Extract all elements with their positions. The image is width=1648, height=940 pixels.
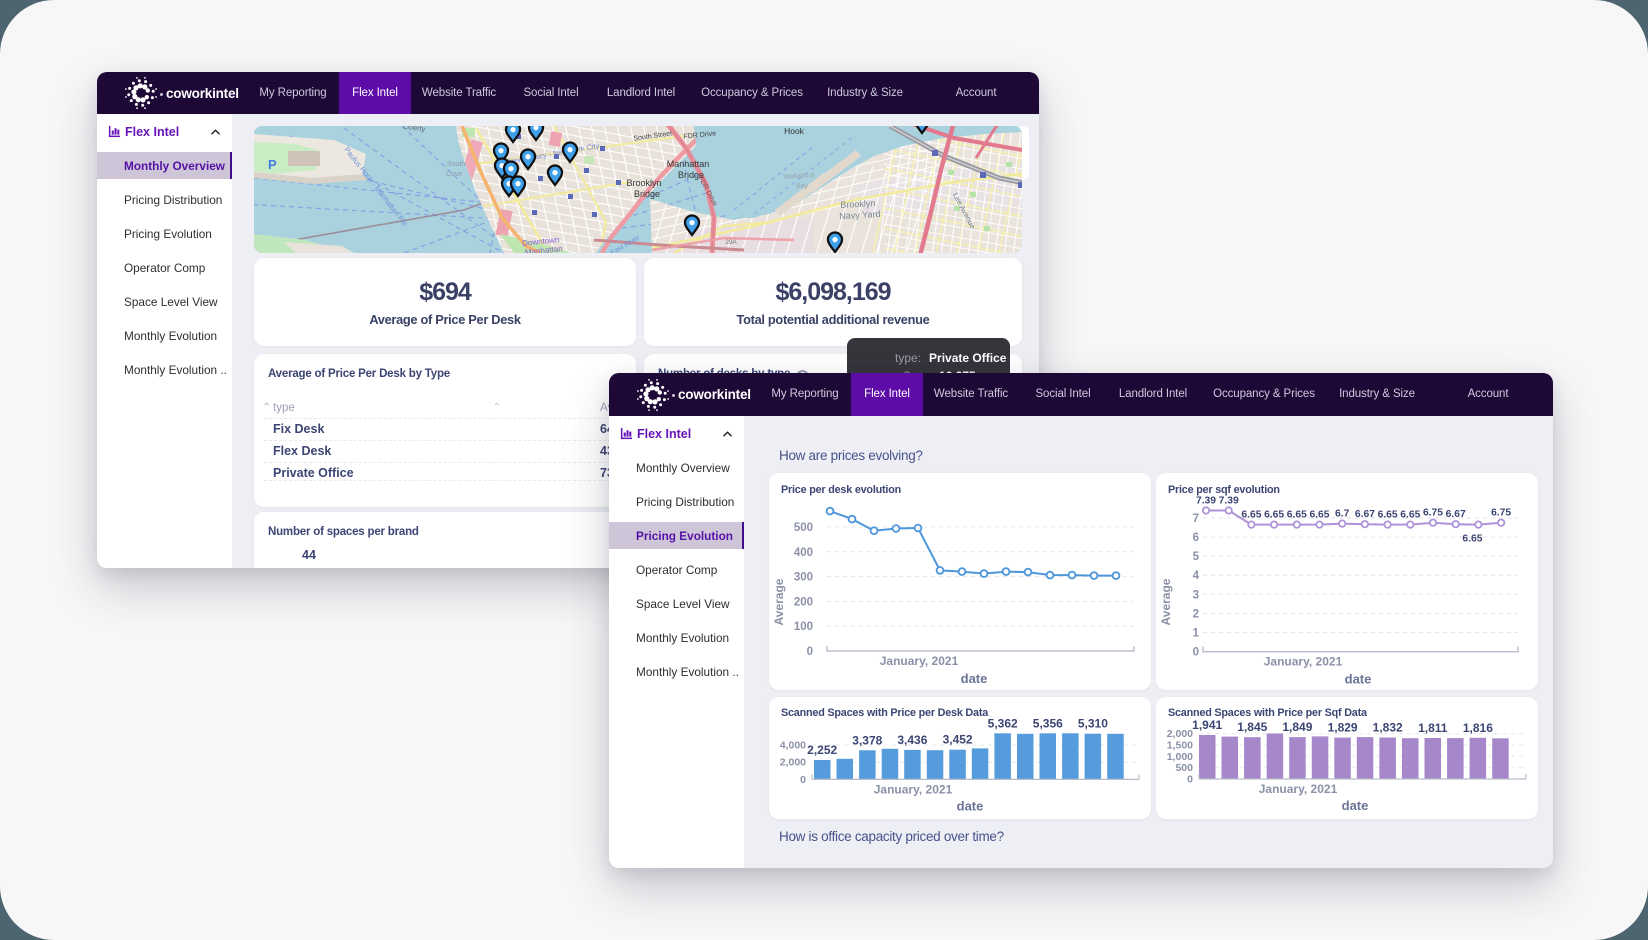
svg-text:date: date — [961, 671, 988, 686]
svg-text:Wallabout: Wallabout — [783, 172, 814, 181]
svg-text:0: 0 — [807, 646, 813, 658]
svg-text:2,000: 2,000 — [780, 757, 806, 769]
svg-text:7.39: 7.39 — [1196, 496, 1216, 507]
svg-text:6: 6 — [1193, 532, 1199, 544]
svg-text:3,452: 3,452 — [943, 733, 973, 747]
svg-text:FDR Drive: FDR Drive — [683, 130, 716, 140]
svg-text:1,849: 1,849 — [1282, 720, 1312, 734]
svg-text:6.75: 6.75 — [1423, 508, 1443, 519]
svg-text:5,356: 5,356 — [1033, 716, 1063, 730]
svg-text:January, 2021: January, 2021 — [874, 782, 953, 796]
svg-text:29A: 29A — [725, 239, 737, 246]
svg-text:6.65: 6.65 — [1400, 510, 1420, 521]
svg-text:1,816: 1,816 — [1463, 721, 1493, 735]
svg-text:0: 0 — [1193, 647, 1199, 659]
svg-text:South: South — [447, 161, 465, 168]
svg-text:6.65: 6.65 — [1378, 510, 1398, 521]
svg-text:January, 2021: January, 2021 — [880, 654, 959, 668]
svg-text:Price per desk evolution: Price per desk evolution — [781, 484, 901, 496]
svg-text:Hook: Hook — [784, 126, 805, 136]
svg-text:date: date — [1342, 798, 1369, 813]
svg-text:0: 0 — [1187, 774, 1193, 786]
svg-text:3,378: 3,378 — [852, 733, 882, 747]
svg-text:4: 4 — [1193, 570, 1200, 582]
svg-text:2,000: 2,000 — [1167, 728, 1193, 740]
svg-text:500: 500 — [1175, 762, 1193, 774]
svg-text:500: 500 — [794, 522, 813, 534]
svg-text:Scanned Spaces with Price per: Scanned Spaces with Price per Desk Data — [781, 707, 989, 719]
svg-text:1,845: 1,845 — [1237, 720, 1267, 734]
svg-text:6.65: 6.65 — [1287, 510, 1307, 521]
svg-text:400: 400 — [794, 547, 813, 559]
svg-text:100: 100 — [794, 621, 813, 633]
svg-text:1,829: 1,829 — [1328, 721, 1358, 735]
svg-text:6.65: 6.65 — [1241, 510, 1261, 521]
svg-text:4,000: 4,000 — [780, 740, 806, 752]
svg-text:January, 2021: January, 2021 — [1259, 782, 1338, 796]
svg-text:300: 300 — [794, 572, 813, 584]
svg-text:6.7: 6.7 — [1335, 509, 1350, 520]
svg-text:Navy Yard: Navy Yard — [839, 209, 881, 221]
svg-text:Price per sqf evolution: Price per sqf evolution — [1168, 484, 1280, 496]
svg-text:Bay: Bay — [796, 183, 809, 190]
svg-text:Bridge: Bridge — [634, 189, 660, 199]
svg-text:5,310: 5,310 — [1078, 717, 1108, 731]
svg-text:Bridge: Bridge — [678, 170, 704, 180]
svg-text:2: 2 — [1193, 608, 1199, 620]
svg-text:6.65: 6.65 — [1309, 510, 1329, 521]
svg-text:January, 2021: January, 2021 — [1264, 655, 1343, 669]
svg-text:date: date — [1345, 672, 1372, 687]
svg-text:1,941: 1,941 — [1192, 718, 1222, 732]
svg-text:Average: Average — [1159, 578, 1173, 625]
svg-text:6.75: 6.75 — [1491, 508, 1511, 519]
svg-text:Average: Average — [772, 578, 786, 625]
svg-text:6.65: 6.65 — [1462, 534, 1482, 545]
svg-text:Manhattan: Manhattan — [667, 159, 710, 169]
svg-text:2,252: 2,252 — [807, 743, 837, 757]
svg-text:1: 1 — [1193, 628, 1200, 640]
svg-text:5,362: 5,362 — [988, 716, 1018, 730]
svg-text:1,832: 1,832 — [1373, 721, 1403, 735]
svg-text:Manhattan: Manhattan — [524, 244, 563, 253]
svg-text:Downtown: Downtown — [522, 235, 560, 248]
svg-text:6.65: 6.65 — [1264, 510, 1284, 521]
svg-text:1,811: 1,811 — [1418, 721, 1448, 735]
svg-text:Cove: Cove — [446, 171, 462, 178]
svg-text:P: P — [268, 157, 277, 172]
svg-text:Liberty: Liberty — [403, 126, 427, 134]
svg-text:3: 3 — [1193, 589, 1199, 601]
svg-text:Brooklyn: Brooklyn — [840, 198, 875, 210]
svg-text:7: 7 — [1193, 513, 1199, 525]
svg-text:6.67: 6.67 — [1446, 509, 1466, 520]
svg-text:5: 5 — [1193, 551, 1200, 563]
svg-text:Brooklyn: Brooklyn — [626, 178, 661, 188]
svg-text:1,500: 1,500 — [1167, 740, 1193, 752]
svg-text:Scanned Spaces with Price per: Scanned Spaces with Price per Sqf Data — [1168, 707, 1368, 719]
svg-text:date: date — [957, 798, 984, 813]
svg-text:3,436: 3,436 — [897, 733, 927, 747]
svg-text:6.67: 6.67 — [1355, 509, 1375, 520]
svg-text:1,000: 1,000 — [1167, 751, 1193, 763]
svg-text:7.39: 7.39 — [1219, 496, 1239, 507]
svg-text:0: 0 — [800, 774, 806, 786]
svg-text:200: 200 — [794, 596, 813, 608]
